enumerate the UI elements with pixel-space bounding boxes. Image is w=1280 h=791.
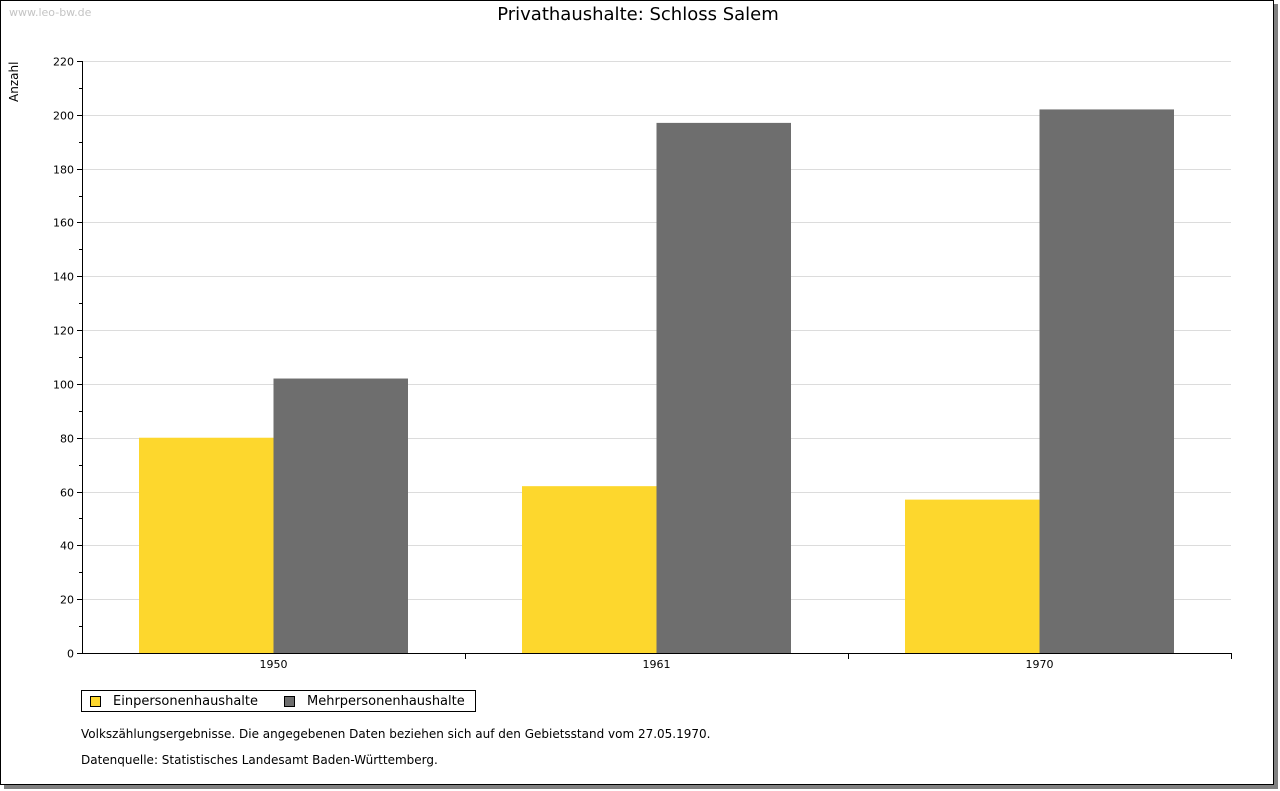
y-tick-label-220: 220 xyxy=(53,56,74,69)
bar-mehrpersonenhaushalte-1970 xyxy=(1039,109,1174,654)
y-tick-label-200: 200 xyxy=(53,110,74,123)
y-axis-label: Anzahl xyxy=(7,62,21,102)
legend-swatch-einpersonenhaushalte xyxy=(90,695,101,707)
axes: 0 20 40 60 80 100 120 140 160 180 200 220 1950 1961 19… xyxy=(7,56,1232,671)
bar-einpersonenhaushalte-1970 xyxy=(905,499,1040,653)
x-tick-label-1970: 1970 xyxy=(1026,658,1054,671)
footnote-source: Datenquelle: Statistisches Landesamt Bad… xyxy=(81,753,438,767)
y-tick-label-140: 140 xyxy=(53,271,74,284)
bars xyxy=(139,109,1174,654)
legend-item-mehrpersonenhaushalte: Mehrpersonenhaushalte xyxy=(284,694,465,709)
bar-einpersonenhaushalte-1950 xyxy=(139,437,274,653)
legend-item-einpersonenhaushalte: Einpersonenhaushalte xyxy=(90,694,258,709)
bar-einpersonenhaushalte-1961 xyxy=(522,486,657,653)
y-tick-label-180: 180 xyxy=(53,164,74,177)
legend-label-einpersonenhaushalte: Einpersonenhaushalte xyxy=(113,693,258,709)
chart-title: Privathaushalte: Schloss Salem xyxy=(497,4,779,25)
y-tick-label-160: 160 xyxy=(53,217,74,230)
legend-label-mehrpersonenhaushalte: Mehrpersonenhaushalte xyxy=(307,693,465,709)
y-tick-label-40: 40 xyxy=(60,540,74,553)
y-tick-label-100: 100 xyxy=(53,379,74,392)
legend-swatch-mehrpersonenhaushalte xyxy=(284,695,295,707)
watermark: www.leo-bw.de xyxy=(9,6,92,19)
y-tick-label-60: 60 xyxy=(60,487,74,500)
legend: Einpersonenhaushalte Mehrpersonenhaushal… xyxy=(81,690,476,712)
bar-mehrpersonenhaushalte-1961 xyxy=(656,122,791,653)
x-tick-label-1961: 1961 xyxy=(643,658,671,671)
y-tick-label-120: 120 xyxy=(53,325,74,338)
y-tick-label-80: 80 xyxy=(60,433,74,446)
bar-mehrpersonenhaushalte-1950 xyxy=(273,378,408,653)
footnote-census: Volkszählungsergebnisse. Die angegebenen… xyxy=(81,727,711,741)
y-tick-label-20: 20 xyxy=(60,594,74,607)
x-tick-label-1950: 1950 xyxy=(260,658,288,671)
y-tick-label-0: 0 xyxy=(67,648,74,661)
